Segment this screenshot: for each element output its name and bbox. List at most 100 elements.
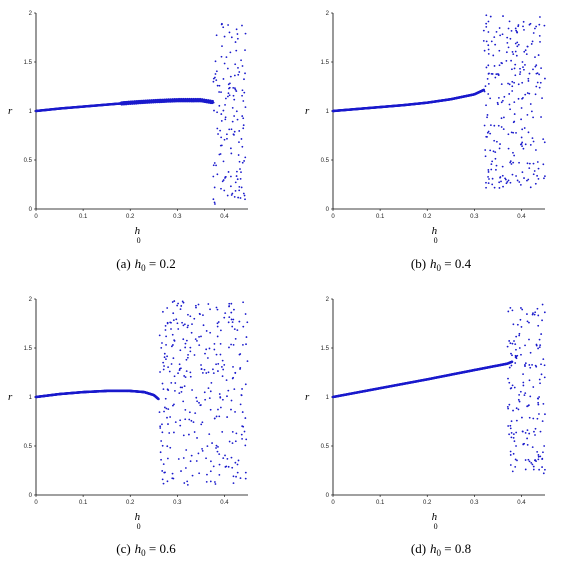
scatter-point [220, 120, 223, 122]
scatter-point [510, 30, 513, 32]
scatter-point [238, 320, 241, 323]
scatter-point [487, 64, 490, 67]
scatter-point [539, 430, 542, 433]
scatter-point [214, 76, 216, 79]
scatter-point [205, 480, 208, 483]
scatter-point [170, 363, 173, 365]
scatter-point [164, 397, 167, 400]
scatter-point [236, 118, 239, 121]
scatter-point [216, 322, 219, 325]
scatter-point [543, 311, 546, 314]
scatter-point [227, 171, 230, 173]
x-tick-label: 0.2 [126, 214, 135, 220]
scatter-point [234, 461, 237, 464]
scatter-point [212, 164, 215, 167]
caption-subscript: 0 [141, 548, 146, 558]
scatter-point [526, 437, 528, 440]
scatter-point [218, 463, 221, 466]
scatter-point [518, 332, 521, 335]
scatter-point [517, 24, 520, 26]
scatter-point [162, 361, 165, 364]
scatter-point [487, 182, 490, 184]
scatter-point [521, 145, 523, 148]
scatter-point [209, 308, 211, 311]
scatter-point [184, 376, 187, 379]
scatter-point [172, 477, 175, 480]
x-axis-label: h [432, 511, 438, 523]
scatter-point [486, 136, 488, 138]
scatter-point [222, 26, 225, 29]
scatter-point [527, 404, 530, 407]
scatter-point [538, 396, 541, 398]
scatter-point [184, 342, 187, 345]
x-axis-label-subscript: 0 [434, 522, 438, 531]
x-tick-label: 0.3 [470, 500, 479, 506]
scatter-point [228, 316, 231, 319]
scatter-point [538, 413, 540, 415]
scatter-point [540, 373, 543, 376]
scatter-point [234, 41, 237, 43]
scatter-point [538, 34, 541, 37]
scatter-point [535, 343, 538, 346]
scatter-point [194, 412, 197, 415]
scatter-point [497, 103, 499, 106]
scatter-point [233, 98, 236, 101]
scatter-point [182, 457, 185, 459]
scatter-point [227, 389, 230, 392]
scatter-point [494, 151, 497, 154]
scatter-point [198, 401, 200, 404]
scatter-point [531, 313, 534, 316]
scatter-point [179, 419, 182, 422]
scatter-point [225, 56, 228, 59]
scatter-point [522, 373, 524, 376]
x-tick-label: 0.1 [376, 214, 385, 220]
scatter-point [499, 143, 501, 145]
scatter-point [220, 366, 223, 368]
scatter-point [532, 32, 535, 34]
scatter-point [484, 149, 487, 151]
scatter-point [216, 111, 219, 114]
scatter-point [519, 143, 522, 146]
scatter-point [205, 348, 208, 351]
scatter-point [198, 344, 201, 347]
scatter-point [215, 447, 217, 449]
scatter-point [518, 181, 521, 183]
scatter-point [211, 442, 213, 444]
scatter-point [515, 132, 517, 134]
scatter-point [510, 131, 513, 134]
scatter-point [522, 381, 525, 384]
scatter-point [182, 434, 185, 437]
scatter-point [207, 371, 210, 374]
scatter-point [209, 480, 212, 483]
scatter-point [509, 181, 512, 184]
scatter-point [542, 163, 545, 166]
scatter-point [502, 128, 505, 131]
scatter-point [485, 22, 488, 25]
scatter-point [512, 53, 515, 56]
scatter-point [228, 440, 231, 443]
scatter-point [511, 354, 513, 357]
scatter-point [186, 326, 189, 329]
scatter-point [231, 325, 234, 328]
scatter-point [511, 85, 514, 88]
scatter-point [241, 115, 244, 117]
scatter-point [203, 391, 206, 394]
scatter-point [234, 189, 237, 192]
scatter-point [517, 83, 520, 86]
scatter-point [489, 97, 492, 100]
scatter-point [230, 456, 233, 459]
y-tick-label: 0 [326, 207, 330, 213]
scatter-point [541, 458, 544, 460]
scatter-point [198, 335, 200, 338]
scatter-point [501, 174, 504, 177]
scatter-point [191, 323, 193, 326]
scatter-point [178, 367, 181, 370]
scatter-point [165, 407, 168, 410]
scatter-point [511, 80, 514, 83]
scatter-point [179, 349, 182, 352]
scatter-point [232, 475, 235, 478]
scatter-point [515, 357, 518, 360]
scatter-point [507, 133, 510, 136]
scatter-point [521, 416, 523, 419]
scatter-point [227, 321, 230, 324]
